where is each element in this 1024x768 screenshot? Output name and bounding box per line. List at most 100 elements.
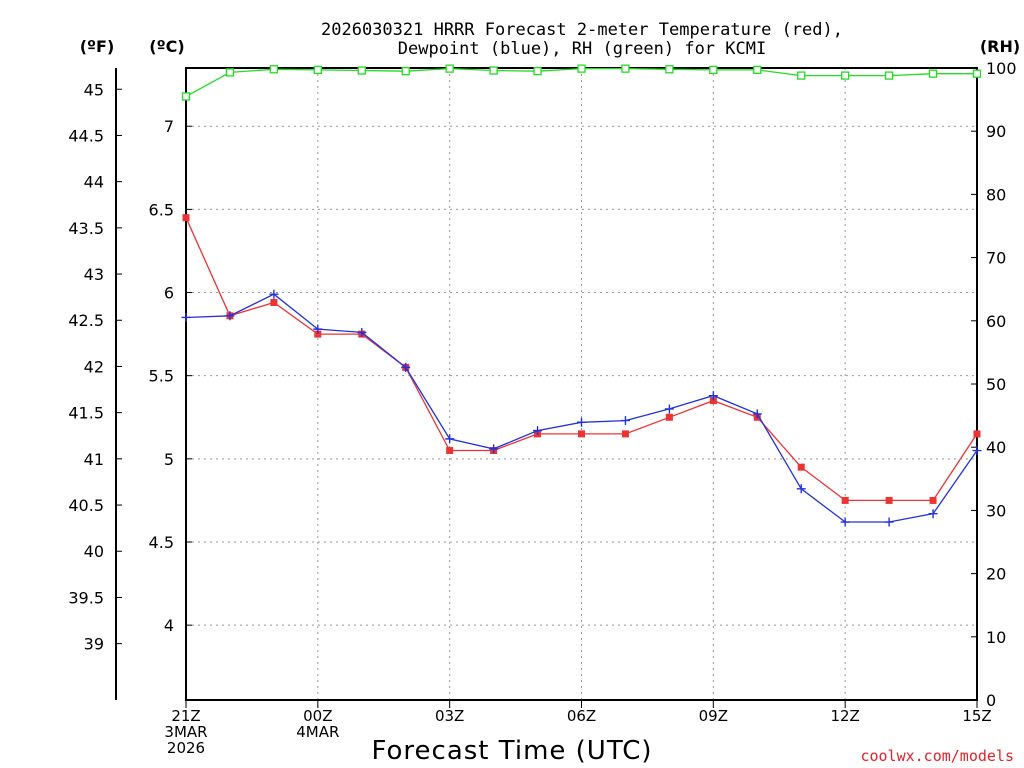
dewpoint-point [445,434,455,444]
x-tick-label: 09Z [699,707,728,725]
rh-point [577,64,586,73]
x-tick-label: 03Z [435,707,464,725]
chart-title-line-1: 2026030321 HRRR Forecast 2-meter Tempera… [321,20,843,40]
fahrenheit-tick-label: 40.5 [68,496,104,515]
rh-point [797,71,806,80]
temperature-point [578,430,585,438]
rh-tick-label: 80 [986,185,1006,204]
fahrenheit-tick-label: 43.5 [68,219,104,238]
temperature-point [929,496,937,504]
dewpoint-point [533,426,543,436]
rh-point [357,66,366,75]
x-tick-label: 21Z [171,707,200,725]
dewpoint-line [185,293,978,523]
dewpoint-point [708,391,718,401]
temperature-point [446,447,454,455]
x-tick-label: 00Z [303,707,332,725]
fahrenheit-unit-label: (ºF) [80,37,115,56]
rh-point [665,65,674,74]
dewpoint-point [225,311,235,321]
rh-point [753,65,762,75]
temperature-point [973,430,981,438]
x-axis-title: Forecast Time (UTC) [371,736,652,766]
celsius-tick-label: 4 [164,616,174,635]
x-tick-label: 06Z [567,707,596,725]
rh-tick-label: 40 [986,438,1006,457]
temperature-point [665,413,673,421]
rh-point [533,67,542,76]
fahrenheit-tick-label: 40 [84,542,104,561]
fahrenheit-tick-label: 41.5 [68,404,104,423]
chart-title-line-2: Dewpoint (blue), RH (green) for KCMI [398,39,766,59]
fahrenheit-tick-label: 45 [84,80,104,99]
rh-tick-label: 10 [986,628,1006,647]
rh-point [972,69,982,78]
dewpoint-point [796,484,806,494]
dewpoint-point [357,327,367,337]
x-tick-label: 2026 [167,739,205,757]
rh-point [225,68,235,77]
celsius-tick-label: 5 [164,450,174,469]
rh-point [489,66,498,75]
plot-frame [185,67,978,701]
rh-point [621,64,630,73]
dewpoint-point [577,417,586,427]
rh-point [445,64,454,73]
fahrenheit-tick-label: 43 [84,265,104,284]
rh-point [928,69,938,78]
dewpoint-point [972,446,982,456]
credit-text: coolwx.com/models [860,747,1014,765]
fahrenheit-tick-label: 39 [84,635,104,654]
temperature-point [182,214,190,222]
fahrenheit-tick-label: 39.5 [68,588,104,607]
x-tick-label: 3MAR [164,723,207,741]
data-series [181,64,982,527]
rh-point [401,67,410,76]
temperature-point [841,496,849,504]
fahrenheit-tick-label: 41 [84,450,104,469]
rh-tick-label: 30 [986,501,1006,520]
axes [115,67,978,701]
dewpoint-point [489,444,499,454]
x-tick-label: 12Z [830,707,859,725]
fahrenheit-tick-label: 42.5 [68,311,104,330]
celsius-tick-label: 5.5 [149,367,174,386]
temperature-point [270,299,278,307]
dewpoint-series [181,289,982,527]
dewpoint-point [181,312,191,322]
rh-point [884,71,894,80]
x-tick-label: 4MAR [296,723,339,741]
rh-tick-label: 100 [986,59,1017,78]
dewpoint-point [884,517,894,527]
temperature-point [709,397,717,405]
rh-tick-label: 20 [986,565,1006,584]
rh-tick-label: 60 [986,312,1006,331]
rh-tick-label: 0 [986,691,996,710]
dewpoint-point [752,409,762,419]
dewpoint-point [928,509,938,519]
celsius-tick-label: 6 [164,284,174,303]
rh-tick-label: 90 [986,122,1006,141]
rh-point [841,71,850,80]
fahrenheit-tick-label: 42 [84,357,104,376]
temperature-point [314,330,322,338]
rh-point [181,92,191,101]
dewpoint-point [664,404,674,414]
rh-point [709,65,718,75]
temperature-point [885,496,893,504]
dewpoint-point [269,289,279,299]
fahrenheit-tick-label: 44.5 [68,126,104,145]
rh-point [269,65,279,74]
x-tick-label: 15Z [962,707,991,725]
grid-lines [186,68,977,700]
dewpoint-point [620,416,630,426]
temperature-point [797,463,805,471]
rh-tick-label: 50 [986,375,1006,394]
dewpoint-point [840,517,850,527]
fahrenheit-tick-label: 44 [84,173,104,192]
celsius-tick-label: 6.5 [149,200,174,219]
rh-series [181,64,982,101]
dewpoint-point [313,324,323,334]
